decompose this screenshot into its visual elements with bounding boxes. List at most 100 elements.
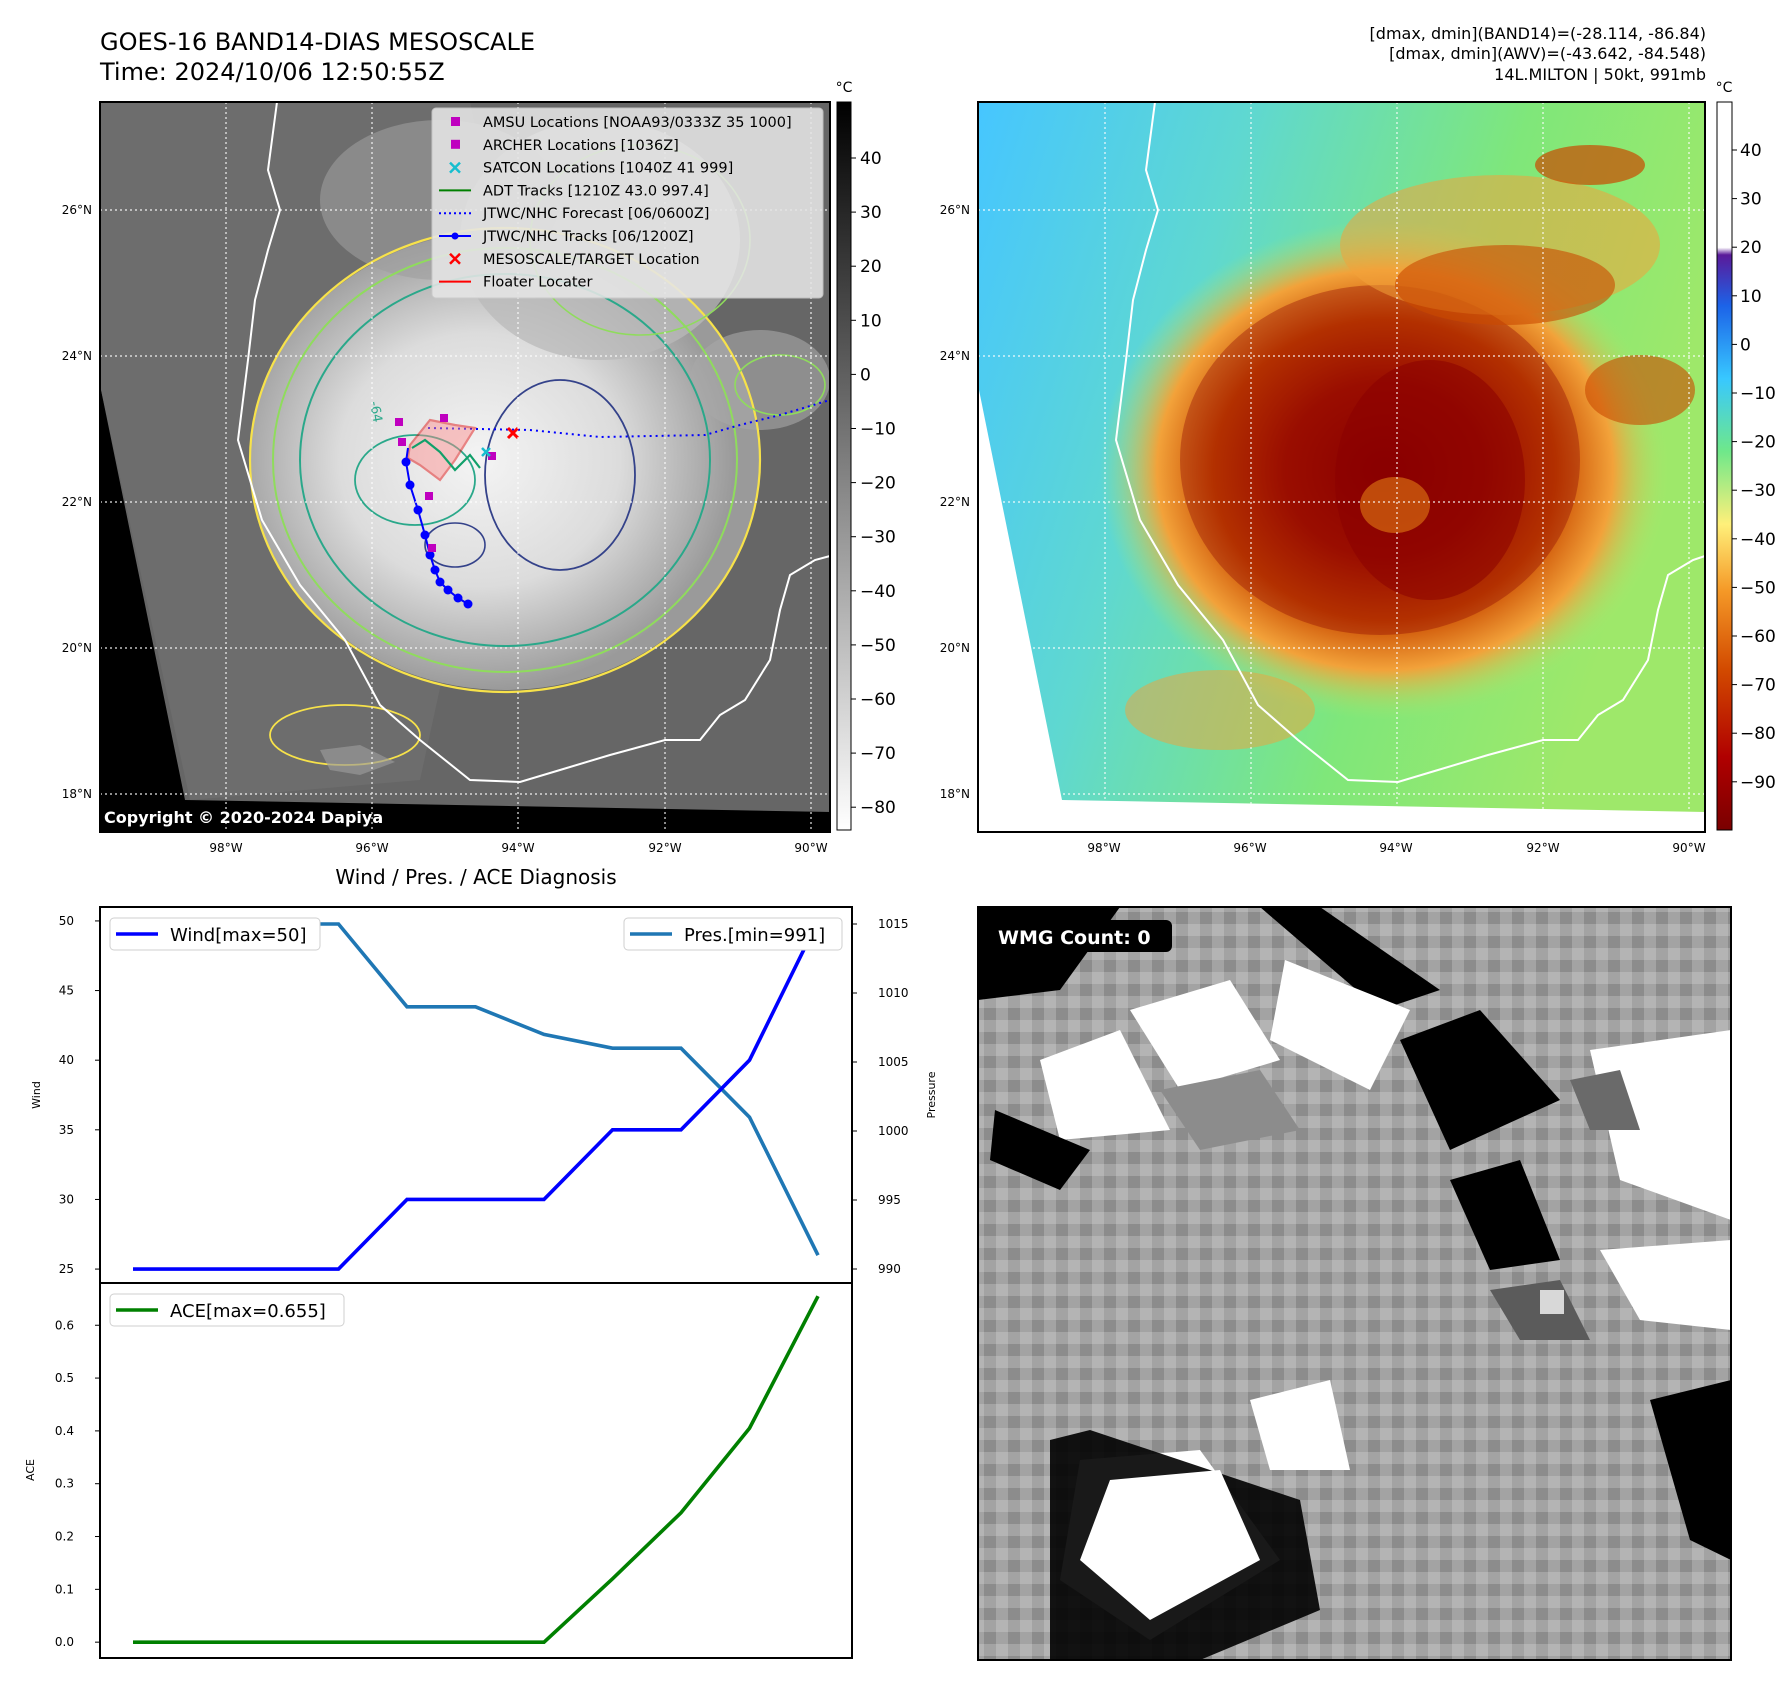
- ir-map-lat-label: 22°N: [62, 495, 92, 509]
- color-colorbar-tick-label: 40: [1740, 141, 1762, 161]
- info-band14: [dmax, dmin](BAND14)=(-28.114, -86.84): [1370, 24, 1706, 43]
- wind-y-tick-label: 35: [59, 1123, 74, 1137]
- coastline-color: [1114, 101, 1706, 784]
- legend-marker-dot: [451, 232, 459, 240]
- wmg-frame: [977, 906, 1732, 1661]
- coastline: [236, 101, 831, 784]
- legend-entry: JTWC/NHC Forecast [06/0600Z]: [482, 206, 709, 222]
- diagnosis-title: Wind / Pres. / ACE Diagnosis: [335, 865, 616, 889]
- color-map-lat-label: 20°N: [940, 641, 970, 655]
- color-colorbar-tick-label: −80: [1740, 724, 1776, 744]
- color-colorbar-tick-label: −20: [1740, 433, 1776, 453]
- ace-y-tick-label: 0.5: [55, 1371, 74, 1385]
- wmg-badge: [988, 920, 1172, 952]
- ace-legend-box: [109, 1293, 345, 1327]
- ace-chart-frame: [99, 1282, 853, 1659]
- color-colorbar-unit: °C: [1716, 80, 1733, 96]
- color-colorbar-tick-label: −60: [1740, 627, 1776, 647]
- color-colorbar-tick-label: −70: [1740, 676, 1776, 696]
- ace-axis-label: ACE: [24, 1459, 37, 1481]
- wmg-count-label: WMG Count: 0: [998, 927, 1151, 949]
- ir-map-lon-label: 94°W: [501, 841, 534, 855]
- wind-legend-label: Wind[max=50]: [170, 925, 307, 946]
- ir-map-lat-label: 24°N: [62, 349, 92, 363]
- ir-map-gridlines: [100, 102, 830, 832]
- wind-y-tick-label: 30: [59, 1192, 74, 1206]
- ace-legend-label: ACE[max=0.655]: [170, 1301, 326, 1322]
- ace-chart: 0.0 0.1 0.2 0.3 0.4 0.5 0.6 ACE ACE[max=0.655]: [24, 1282, 853, 1659]
- wind-axis-label: Wind: [30, 1081, 43, 1109]
- legend-entry: ARCHER Locations [1036Z]: [483, 138, 679, 154]
- legend-marker: [451, 117, 460, 126]
- color-map-lon-label: 98°W: [1087, 841, 1120, 855]
- figure-title: GOES-16 BAND14-DIAS MESOSCALE: [100, 28, 535, 56]
- color-map-gridlines: [978, 102, 1705, 832]
- wmg-panel: [978, 907, 1731, 1660]
- ace-y-tick-label: 0.2: [55, 1530, 74, 1544]
- gray-colorbar-tick-label: −70: [860, 744, 896, 764]
- pressure-legend-box: [623, 917, 843, 951]
- wind-y-tick-label: 40: [59, 1053, 74, 1067]
- wind-y-tick-label: 45: [59, 984, 74, 998]
- color-map-lat-label: 26°N: [940, 203, 970, 217]
- ir-map-lat-label: 26°N: [62, 203, 92, 217]
- color-colorbar-tick-label: −90: [1740, 773, 1776, 793]
- ace-y-tick-label: 0.4: [55, 1424, 74, 1438]
- ir-map-lat-label: 18°N: [62, 787, 92, 801]
- color-map-frame: [977, 101, 1706, 833]
- legend-entry: MESOSCALE/TARGET Location: [483, 252, 700, 268]
- pressure-y-tick-label: 990: [878, 1262, 901, 1276]
- figure-time: Time: 2024/10/06 12:50:55Z: [99, 58, 445, 86]
- info-storm: 14L.MILTON | 50kt, 991mb: [1494, 65, 1706, 84]
- wind-chart-frame: [99, 906, 853, 1284]
- pressure-y-tick-label: 1015: [878, 917, 909, 931]
- gray-colorbar-tick-label: 40: [860, 149, 882, 169]
- wind-legend-box: [109, 917, 321, 951]
- color-colorbar-tick-label: 20: [1740, 238, 1762, 258]
- ir-map-lat-label: 20°N: [62, 641, 92, 655]
- color-colorbar-tick-label: −30: [1740, 481, 1776, 501]
- color-colorbar-tick-label: 0: [1740, 335, 1751, 355]
- legend-entry: SATCON Locations [1040Z 41 999]: [483, 161, 733, 177]
- legend-entry: Floater Locater: [483, 275, 592, 291]
- gray-colorbar-tick-label: −30: [860, 528, 896, 548]
- color-colorbar-tick-label: −10: [1740, 384, 1776, 404]
- color-colorbar-tick-label: 30: [1740, 190, 1762, 210]
- pressure-y-tick-label: 1010: [878, 986, 909, 1000]
- pressure-y-tick-label: 1005: [878, 1055, 909, 1069]
- gray-colorbar-tick-label: 10: [860, 311, 882, 331]
- floater-track: [406, 418, 477, 482]
- color-map-lat-label: 24°N: [940, 349, 970, 363]
- gray-colorbar-tick-label: −60: [860, 690, 896, 710]
- gray-colorbar: °C 40 30 20 10 0 −10 −20 −30 −40 −50 −60 −70 −80: [836, 80, 896, 831]
- ace-y-tick-label: 0.0: [55, 1635, 74, 1649]
- ir-map-frame: [99, 101, 831, 833]
- gray-colorbar-tick-label: −80: [860, 798, 896, 818]
- gray-colorbar-tick-label: 0: [860, 365, 871, 385]
- color-map-lon-label: 90°W: [1672, 841, 1705, 855]
- forecast-track: [427, 399, 831, 439]
- contour-label: -64: [366, 400, 384, 424]
- pressure-y-tick-label: 995: [878, 1193, 901, 1207]
- copyright-label: Copyright © 2020-2024 Dapiya: [104, 808, 383, 827]
- wind-series-line: [133, 920, 820, 1271]
- pressure-legend-label: Pres.[min=991]: [684, 925, 825, 946]
- wind-y-tick-label: 25: [59, 1262, 74, 1276]
- ace-y-tick-label: 0.1: [55, 1582, 74, 1596]
- gray-colorbar-tick-label: −40: [860, 582, 896, 602]
- ace-y-tick-label: 0.3: [55, 1477, 74, 1491]
- color-map-lat-label: 18°N: [940, 787, 970, 801]
- legend-marker: [449, 252, 461, 265]
- gray-colorbar-tick-label: 20: [860, 257, 882, 277]
- ir-map-lon-label: 90°W: [794, 841, 827, 855]
- info-awv: [dmax, dmin](AWV)=(-43.642, -84.548): [1389, 44, 1706, 63]
- color-map-panel: [978, 101, 1706, 832]
- gray-colorbar-tick-label: −50: [860, 636, 896, 656]
- legend-entry: ADT Tracks [1210Z 43.0 997.4]: [483, 183, 709, 199]
- ace-y-tick-label: 0.6: [55, 1318, 74, 1332]
- wind-y-tick-label: 50: [59, 914, 74, 928]
- color-colorbar: °C 40 30 20 10 0 −10 −20 −30 −40 −50 −60 −70 −80 −90: [1716, 80, 1776, 831]
- gray-colorbar-tick-label: −20: [860, 474, 896, 494]
- legend-marker: [449, 161, 461, 174]
